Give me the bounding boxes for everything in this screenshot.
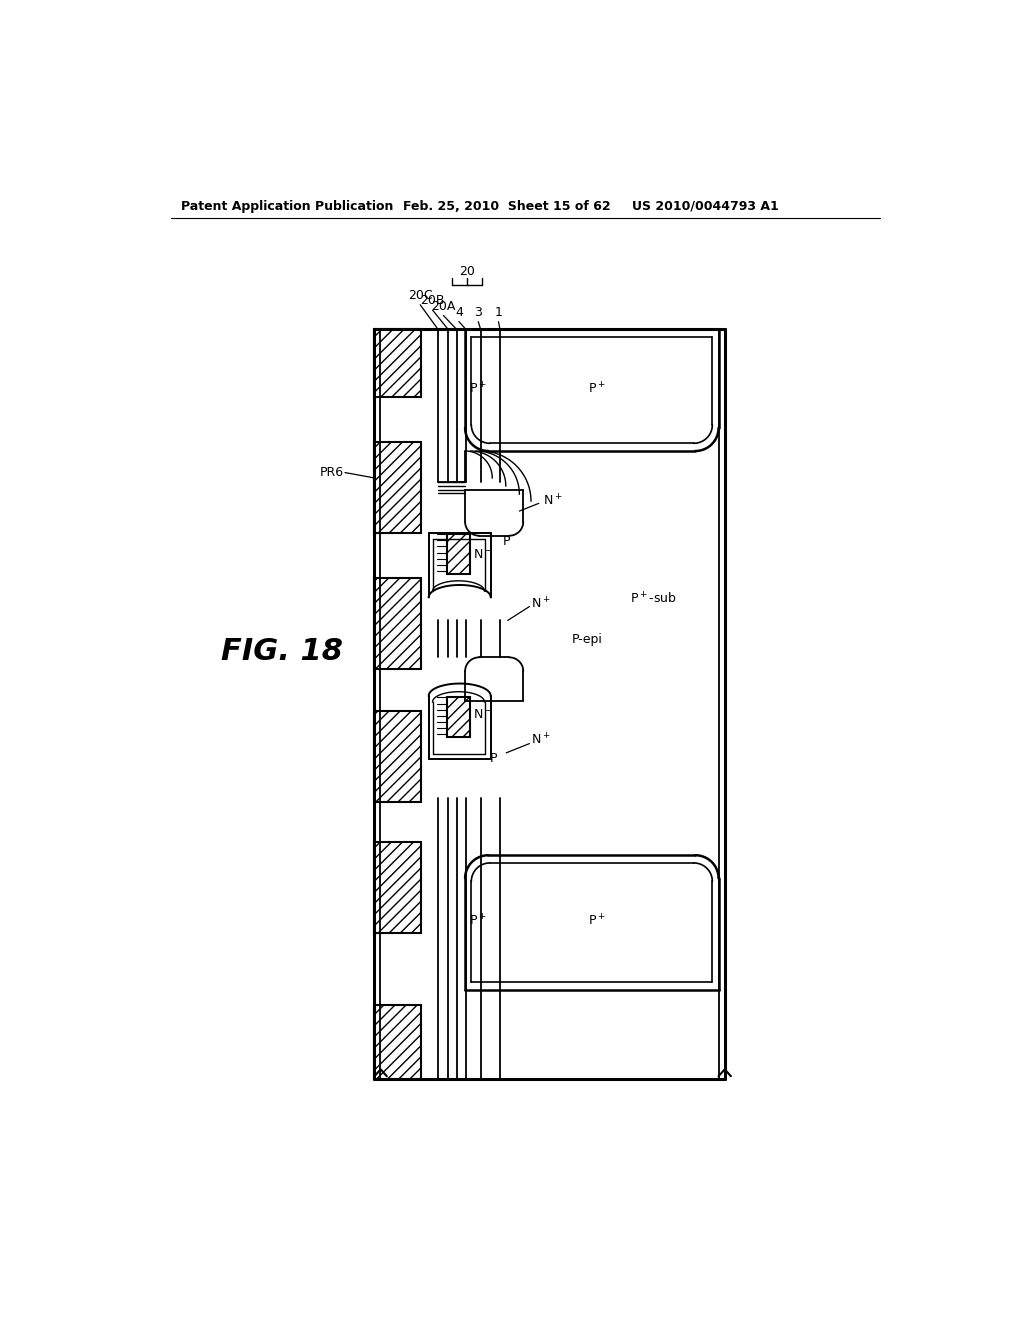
Text: Patent Application Publication: Patent Application Publication — [180, 199, 393, 213]
Text: P: P — [489, 752, 498, 766]
Bar — [375, 711, 421, 803]
Text: P$^+$: P$^+$ — [588, 381, 606, 397]
Bar — [446, 535, 470, 574]
Text: N$^-$: N$^-$ — [473, 548, 493, 561]
Text: P: P — [503, 536, 510, 548]
Bar — [375, 842, 421, 933]
Text: P$^+$: P$^+$ — [469, 381, 487, 397]
Bar — [375, 1006, 421, 1078]
Text: US 2010/0044793 A1: US 2010/0044793 A1 — [632, 199, 778, 213]
Text: 1: 1 — [495, 306, 503, 319]
Text: FIG. 18: FIG. 18 — [221, 636, 343, 665]
Text: P$^+$: P$^+$ — [469, 913, 487, 928]
Text: N$^-$: N$^-$ — [473, 708, 493, 721]
Text: N$^+$: N$^+$ — [543, 494, 562, 508]
Text: P$^+$-sub: P$^+$-sub — [630, 591, 677, 606]
Text: Feb. 25, 2010  Sheet 15 of 62: Feb. 25, 2010 Sheet 15 of 62 — [403, 199, 610, 213]
Bar — [375, 578, 421, 669]
Text: PR6: PR6 — [321, 466, 344, 479]
Text: P-epi: P-epi — [571, 634, 602, 647]
Text: N$^+$: N$^+$ — [531, 733, 551, 747]
Text: P$^+$: P$^+$ — [588, 913, 606, 928]
Text: 20: 20 — [459, 265, 474, 279]
Text: 20B: 20B — [420, 294, 444, 308]
Text: 20A: 20A — [431, 300, 456, 313]
Text: 4: 4 — [455, 306, 463, 319]
Bar — [375, 330, 421, 397]
Text: 20C: 20C — [408, 289, 432, 302]
Bar — [446, 697, 470, 738]
Text: 3: 3 — [474, 306, 482, 319]
Text: N$^+$: N$^+$ — [531, 595, 551, 611]
Bar — [375, 442, 421, 533]
